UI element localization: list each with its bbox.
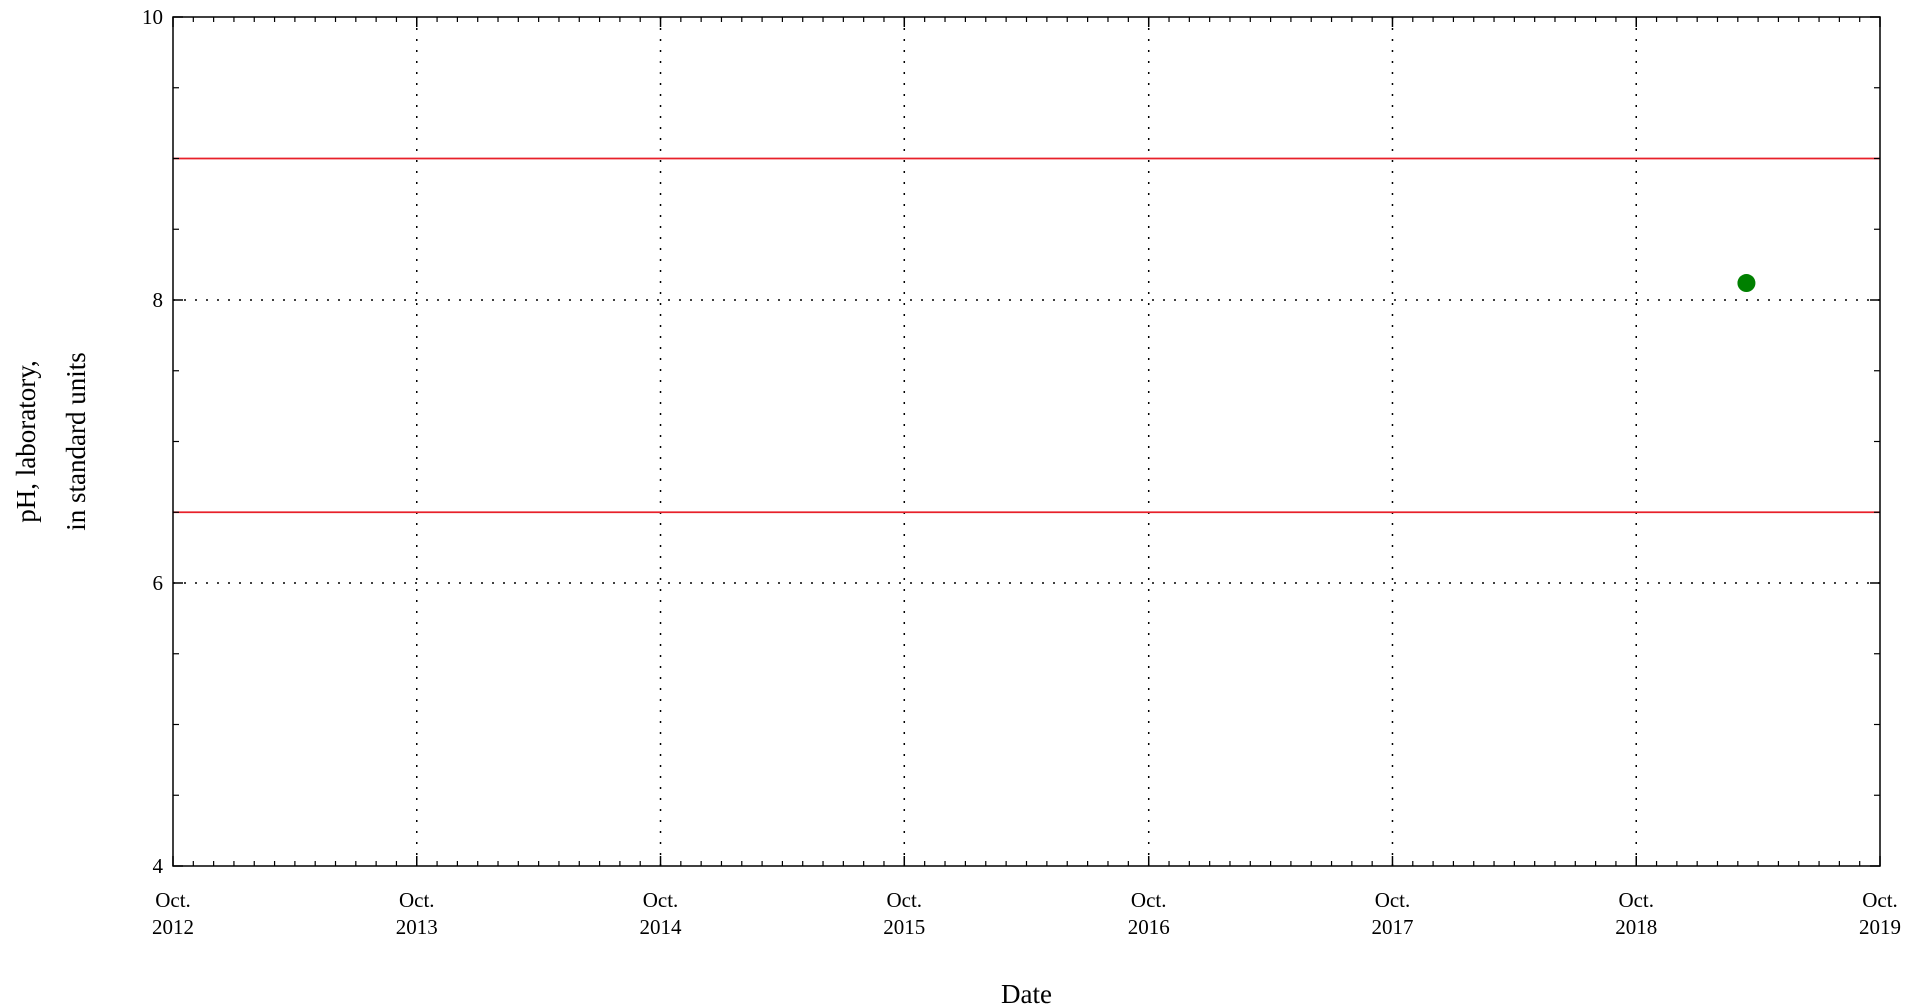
data-point-0 (1737, 274, 1756, 293)
x-tick-label-year: 2016 (1128, 915, 1170, 939)
x-tick-label-2015: Oct. 2015 (883, 888, 925, 939)
grid-lines (173, 17, 1880, 866)
x-tick-label-month: Oct. (886, 888, 922, 912)
x-tick-label-year: 2019 (1859, 915, 1901, 939)
y-tick-label-10: 10 (142, 5, 163, 29)
x-tick-label-2019: Oct. 2019 (1859, 888, 1901, 939)
y-tick-label-4: 4 (153, 854, 164, 878)
x-tick-label-year: 2017 (1371, 915, 1413, 939)
x-tick-label-2018: Oct. 2018 (1615, 888, 1657, 939)
x-tick-label-2014: Oct. 2014 (640, 888, 683, 939)
x-tick-label-year: 2014 (640, 915, 683, 939)
x-tick-label-year: 2012 (152, 915, 194, 939)
x-tick-label-year: 2018 (1615, 915, 1657, 939)
x-tick-label-2017: Oct. 2017 (1371, 888, 1413, 939)
y-axis-title-line-1: pH, laboratory, (11, 360, 41, 522)
x-tick-label-month: Oct. (1131, 888, 1167, 912)
y-axis-title: pH, laboratory, in standard units (11, 352, 91, 530)
x-tick-label-2013: Oct. 2013 (396, 888, 438, 939)
tick-marks (172, 16, 1881, 867)
x-tick-label-year: 2015 (883, 915, 925, 939)
x-tick-label-2012: Oct. 2012 (152, 888, 194, 939)
x-tick-label-month: Oct. (1862, 888, 1898, 912)
reference-lines (173, 157, 1880, 514)
x-axis-title: Date (1001, 979, 1052, 1007)
plot-frame (172, 16, 1881, 867)
x-tick-label-2016: Oct. 2016 (1128, 888, 1170, 939)
x-tick-label-month: Oct. (399, 888, 435, 912)
data-points (1737, 274, 1756, 293)
y-tick-label-6: 6 (153, 571, 164, 595)
x-tick-label-month: Oct. (1618, 888, 1654, 912)
x-tick-labels: Oct. 2012 Oct. 2013 Oct. 2014 Oct. 2015 Oct. 2016… (152, 888, 1901, 939)
x-tick-label-month: Oct. (1375, 888, 1411, 912)
y-tick-labels: 4 6 8 10 (142, 5, 164, 878)
x-tick-label-month: Oct. (155, 888, 191, 912)
x-tick-label-year: 2013 (396, 915, 438, 939)
y-axis-title-line-2: in standard units (61, 352, 91, 530)
y-tick-label-8: 8 (153, 288, 164, 312)
x-tick-label-month: Oct. (643, 888, 679, 912)
